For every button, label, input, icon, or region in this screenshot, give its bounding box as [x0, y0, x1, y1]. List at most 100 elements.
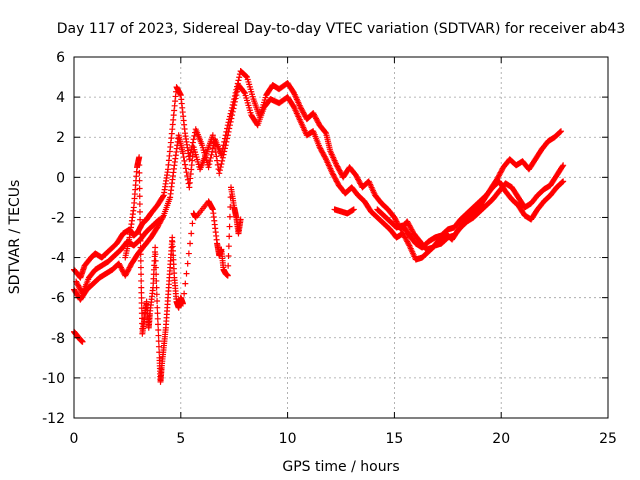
- data-point: [226, 125, 233, 132]
- data-point: [138, 305, 145, 312]
- series-track-c: [73, 178, 567, 297]
- data-point: [557, 128, 564, 135]
- data-point: [227, 118, 234, 125]
- x-tick-label: 0: [70, 431, 79, 447]
- data-point: [322, 129, 329, 136]
- data-point: [183, 169, 190, 176]
- data-point: [207, 154, 214, 161]
- data-point: [136, 185, 143, 192]
- data-point: [230, 105, 237, 112]
- data-point: [221, 148, 228, 155]
- data-point: [184, 260, 191, 267]
- data-point: [206, 161, 213, 168]
- y-tick-label: -10: [42, 371, 65, 387]
- data-point: [210, 136, 217, 143]
- data-point: [138, 277, 145, 284]
- data-point: [138, 284, 145, 291]
- data-point: [216, 170, 223, 177]
- series-track-b: [71, 82, 567, 303]
- data-point: [209, 132, 216, 139]
- data-point: [216, 167, 223, 174]
- points-layer: [71, 68, 567, 385]
- data-point: [224, 272, 231, 279]
- data-point: [138, 310, 145, 317]
- data-point: [182, 280, 189, 287]
- data-point: [218, 160, 225, 167]
- y-tick-label: -4: [51, 251, 65, 267]
- data-point: [160, 193, 166, 200]
- data-point: [155, 332, 162, 339]
- data-point: [137, 264, 144, 271]
- data-point: [226, 213, 233, 220]
- data-point: [152, 244, 159, 251]
- data-point: [559, 163, 566, 170]
- data-point: [153, 277, 160, 284]
- x-axis-label: GPS time / hours: [282, 459, 399, 475]
- data-point: [229, 108, 236, 115]
- data-point: [180, 154, 187, 161]
- data-point: [138, 271, 145, 278]
- data-point: [236, 74, 243, 81]
- data-point: [137, 224, 144, 231]
- data-point: [212, 149, 219, 156]
- data-point: [155, 321, 162, 328]
- data-point: [152, 264, 159, 271]
- data-point: [154, 304, 161, 311]
- data-point: [206, 158, 213, 165]
- data-point: [179, 150, 186, 157]
- data-point: [560, 162, 567, 169]
- data-point: [225, 243, 232, 250]
- y-axis-label: SDTVAR / TECUs: [7, 180, 23, 295]
- data-point: [189, 139, 196, 146]
- data-point: [155, 217, 162, 224]
- data-point: [153, 291, 160, 298]
- data-point: [160, 213, 166, 220]
- data-point: [184, 172, 191, 179]
- data-point: [181, 290, 188, 297]
- data-point: [220, 151, 227, 158]
- data-point: [138, 289, 145, 296]
- x-tick-label: 5: [176, 431, 185, 447]
- y-tick-label: -2: [51, 210, 65, 226]
- data-point: [152, 257, 159, 264]
- data-point: [136, 208, 143, 215]
- data-point: [153, 271, 160, 278]
- data-point: [243, 73, 250, 80]
- data-point: [233, 92, 240, 99]
- data-point: [558, 128, 565, 135]
- data-point: [185, 250, 192, 257]
- data-point: [183, 270, 190, 277]
- data-point: [211, 144, 218, 151]
- y-tick-label: -6: [51, 291, 65, 307]
- data-point: [222, 142, 229, 149]
- data-point: [136, 177, 143, 184]
- data-point: [225, 128, 232, 135]
- data-point: [155, 343, 162, 350]
- grid-layer: [74, 57, 608, 418]
- data-point: [241, 89, 248, 96]
- data-point: [219, 154, 226, 161]
- data-point: [559, 179, 566, 186]
- data-point: [136, 169, 143, 176]
- x-tick-label: 20: [492, 431, 510, 447]
- data-point: [153, 284, 160, 291]
- y-tick-label: 6: [56, 50, 65, 66]
- data-point: [232, 95, 239, 102]
- data-point: [231, 98, 238, 105]
- data-point: [228, 115, 235, 122]
- y-tick-label: -8: [51, 331, 65, 347]
- data-point: [221, 145, 228, 152]
- data-point: [224, 135, 231, 142]
- data-point: [182, 165, 189, 172]
- data-point: [136, 201, 143, 208]
- data-point: [226, 223, 233, 230]
- data-point: [226, 122, 233, 129]
- chart-title: Day 117 of 2023, Sidereal Day-to-day VTE…: [57, 21, 626, 37]
- data-point: [137, 251, 144, 258]
- data-point: [225, 262, 232, 269]
- data-point: [155, 338, 162, 345]
- plot-frame: [73, 56, 609, 419]
- data-point: [560, 178, 567, 185]
- data-point: [226, 233, 233, 240]
